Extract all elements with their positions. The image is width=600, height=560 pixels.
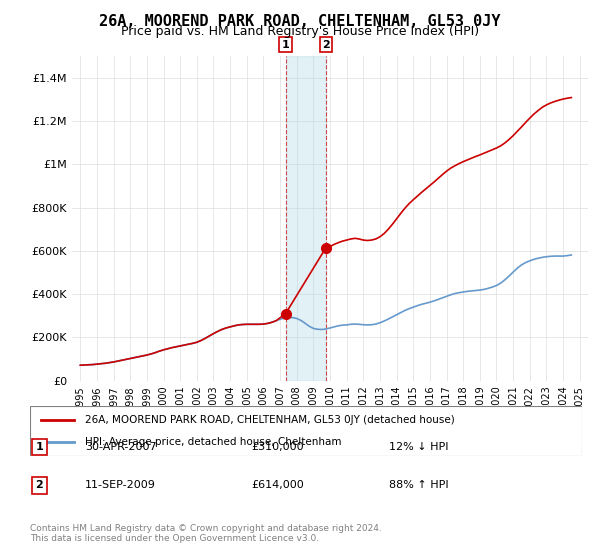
Text: 11-SEP-2009: 11-SEP-2009: [85, 480, 156, 491]
Text: 12% ↓ HPI: 12% ↓ HPI: [389, 442, 448, 452]
Text: HPI: Average price, detached house, Cheltenham: HPI: Average price, detached house, Chel…: [85, 437, 342, 447]
Text: 88% ↑ HPI: 88% ↑ HPI: [389, 480, 448, 491]
Text: £614,000: £614,000: [251, 480, 304, 491]
Text: Price paid vs. HM Land Registry's House Price Index (HPI): Price paid vs. HM Land Registry's House …: [121, 25, 479, 38]
Text: Contains HM Land Registry data © Crown copyright and database right 2024.
This d: Contains HM Land Registry data © Crown c…: [30, 524, 382, 543]
Text: 30-APR-2007: 30-APR-2007: [85, 442, 157, 452]
Text: 26A, MOOREND PARK ROAD, CHELTENHAM, GL53 0JY: 26A, MOOREND PARK ROAD, CHELTENHAM, GL53…: [99, 14, 501, 29]
Text: 2: 2: [322, 40, 330, 49]
Text: 26A, MOOREND PARK ROAD, CHELTENHAM, GL53 0JY (detached house): 26A, MOOREND PARK ROAD, CHELTENHAM, GL53…: [85, 415, 455, 425]
Text: 1: 1: [35, 442, 43, 452]
Text: £310,000: £310,000: [251, 442, 304, 452]
Text: 1: 1: [281, 40, 289, 49]
FancyBboxPatch shape: [30, 406, 582, 456]
Bar: [286, 56, 326, 381]
Text: 2: 2: [35, 480, 43, 491]
